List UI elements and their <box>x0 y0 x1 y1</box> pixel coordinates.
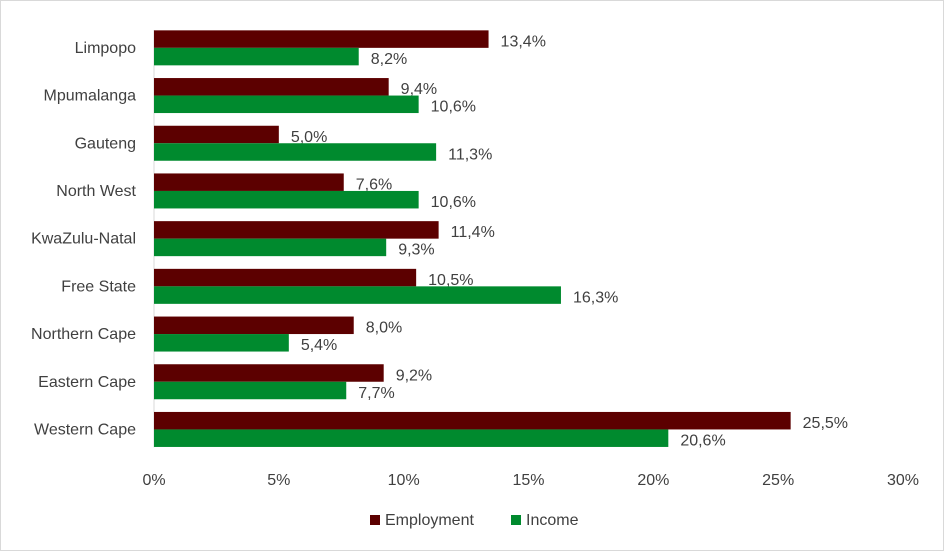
x-tick-label: 0% <box>142 472 165 489</box>
data-label-income: 10,6% <box>431 194 476 211</box>
data-label-income: 11,3% <box>448 146 492 163</box>
data-label-employment: 11,4% <box>451 224 495 241</box>
x-tick-label: 30% <box>887 472 919 489</box>
bar-income-northern-cape <box>154 334 289 352</box>
data-label-income: 8,2% <box>371 51 407 68</box>
category-label: Mpumalanga <box>44 88 137 105</box>
data-label-employment: 13,4% <box>501 33 546 50</box>
data-label-employment: 10,5% <box>428 272 473 289</box>
bar-employment-north-west <box>154 173 344 191</box>
data-label-income: 16,3% <box>573 289 618 306</box>
data-label-income: 9,3% <box>398 242 434 259</box>
bar-income-western-cape <box>154 429 669 447</box>
data-label-employment: 9,4% <box>401 81 437 98</box>
bar-employment-northern-cape <box>154 316 354 335</box>
bar-income-mpumalanga <box>154 95 419 114</box>
bar-income-north-west <box>154 190 419 209</box>
data-label-employment: 7,6% <box>356 176 392 193</box>
category-label: Eastern Cape <box>38 374 136 391</box>
legend-swatch-employment <box>370 515 380 525</box>
legend-swatch-income <box>511 515 521 525</box>
category-label: North West <box>56 183 136 200</box>
legend-label-income: Income <box>526 512 579 529</box>
bar-income-kwazulu-natal <box>154 238 387 257</box>
bar-income-gauteng <box>154 143 437 161</box>
bar-employment-western-cape <box>154 411 791 430</box>
bar-employment-gauteng <box>154 125 279 144</box>
data-label-employment: 9,2% <box>396 367 432 384</box>
bar-employment-limpopo <box>154 30 489 48</box>
data-label-income: 20,6% <box>680 432 725 449</box>
bar-income-free-state <box>154 286 561 304</box>
x-tick-label: 10% <box>388 472 420 489</box>
category-label: Gauteng <box>75 135 136 152</box>
legend-label-employment: Employment <box>385 512 474 529</box>
data-label-employment: 25,5% <box>803 415 848 432</box>
bar-income-limpopo <box>154 47 359 66</box>
data-label-income: 10,6% <box>431 99 476 116</box>
x-tick-label: 5% <box>267 472 290 489</box>
x-tick-label: 20% <box>637 472 669 489</box>
data-label-employment: 5,0% <box>291 129 327 146</box>
category-label: KwaZulu-Natal <box>31 231 136 248</box>
data-label-income: 7,7% <box>358 385 394 402</box>
bar-employment-kwazulu-natal <box>154 221 439 239</box>
bar-employment-eastern-cape <box>154 364 384 382</box>
category-label: Free State <box>61 278 136 295</box>
bar-employment-free-state <box>154 268 417 287</box>
x-tick-label: 15% <box>512 472 544 489</box>
category-label: Northern Cape <box>31 326 136 343</box>
category-label: Western Cape <box>34 421 136 438</box>
bar-income-eastern-cape <box>154 381 347 400</box>
category-label: Limpopo <box>75 40 136 57</box>
x-tick-label: 25% <box>762 472 794 489</box>
data-label-employment: 8,0% <box>366 320 402 337</box>
bar-employment-mpumalanga <box>154 78 389 96</box>
data-label-income: 5,4% <box>301 337 337 354</box>
